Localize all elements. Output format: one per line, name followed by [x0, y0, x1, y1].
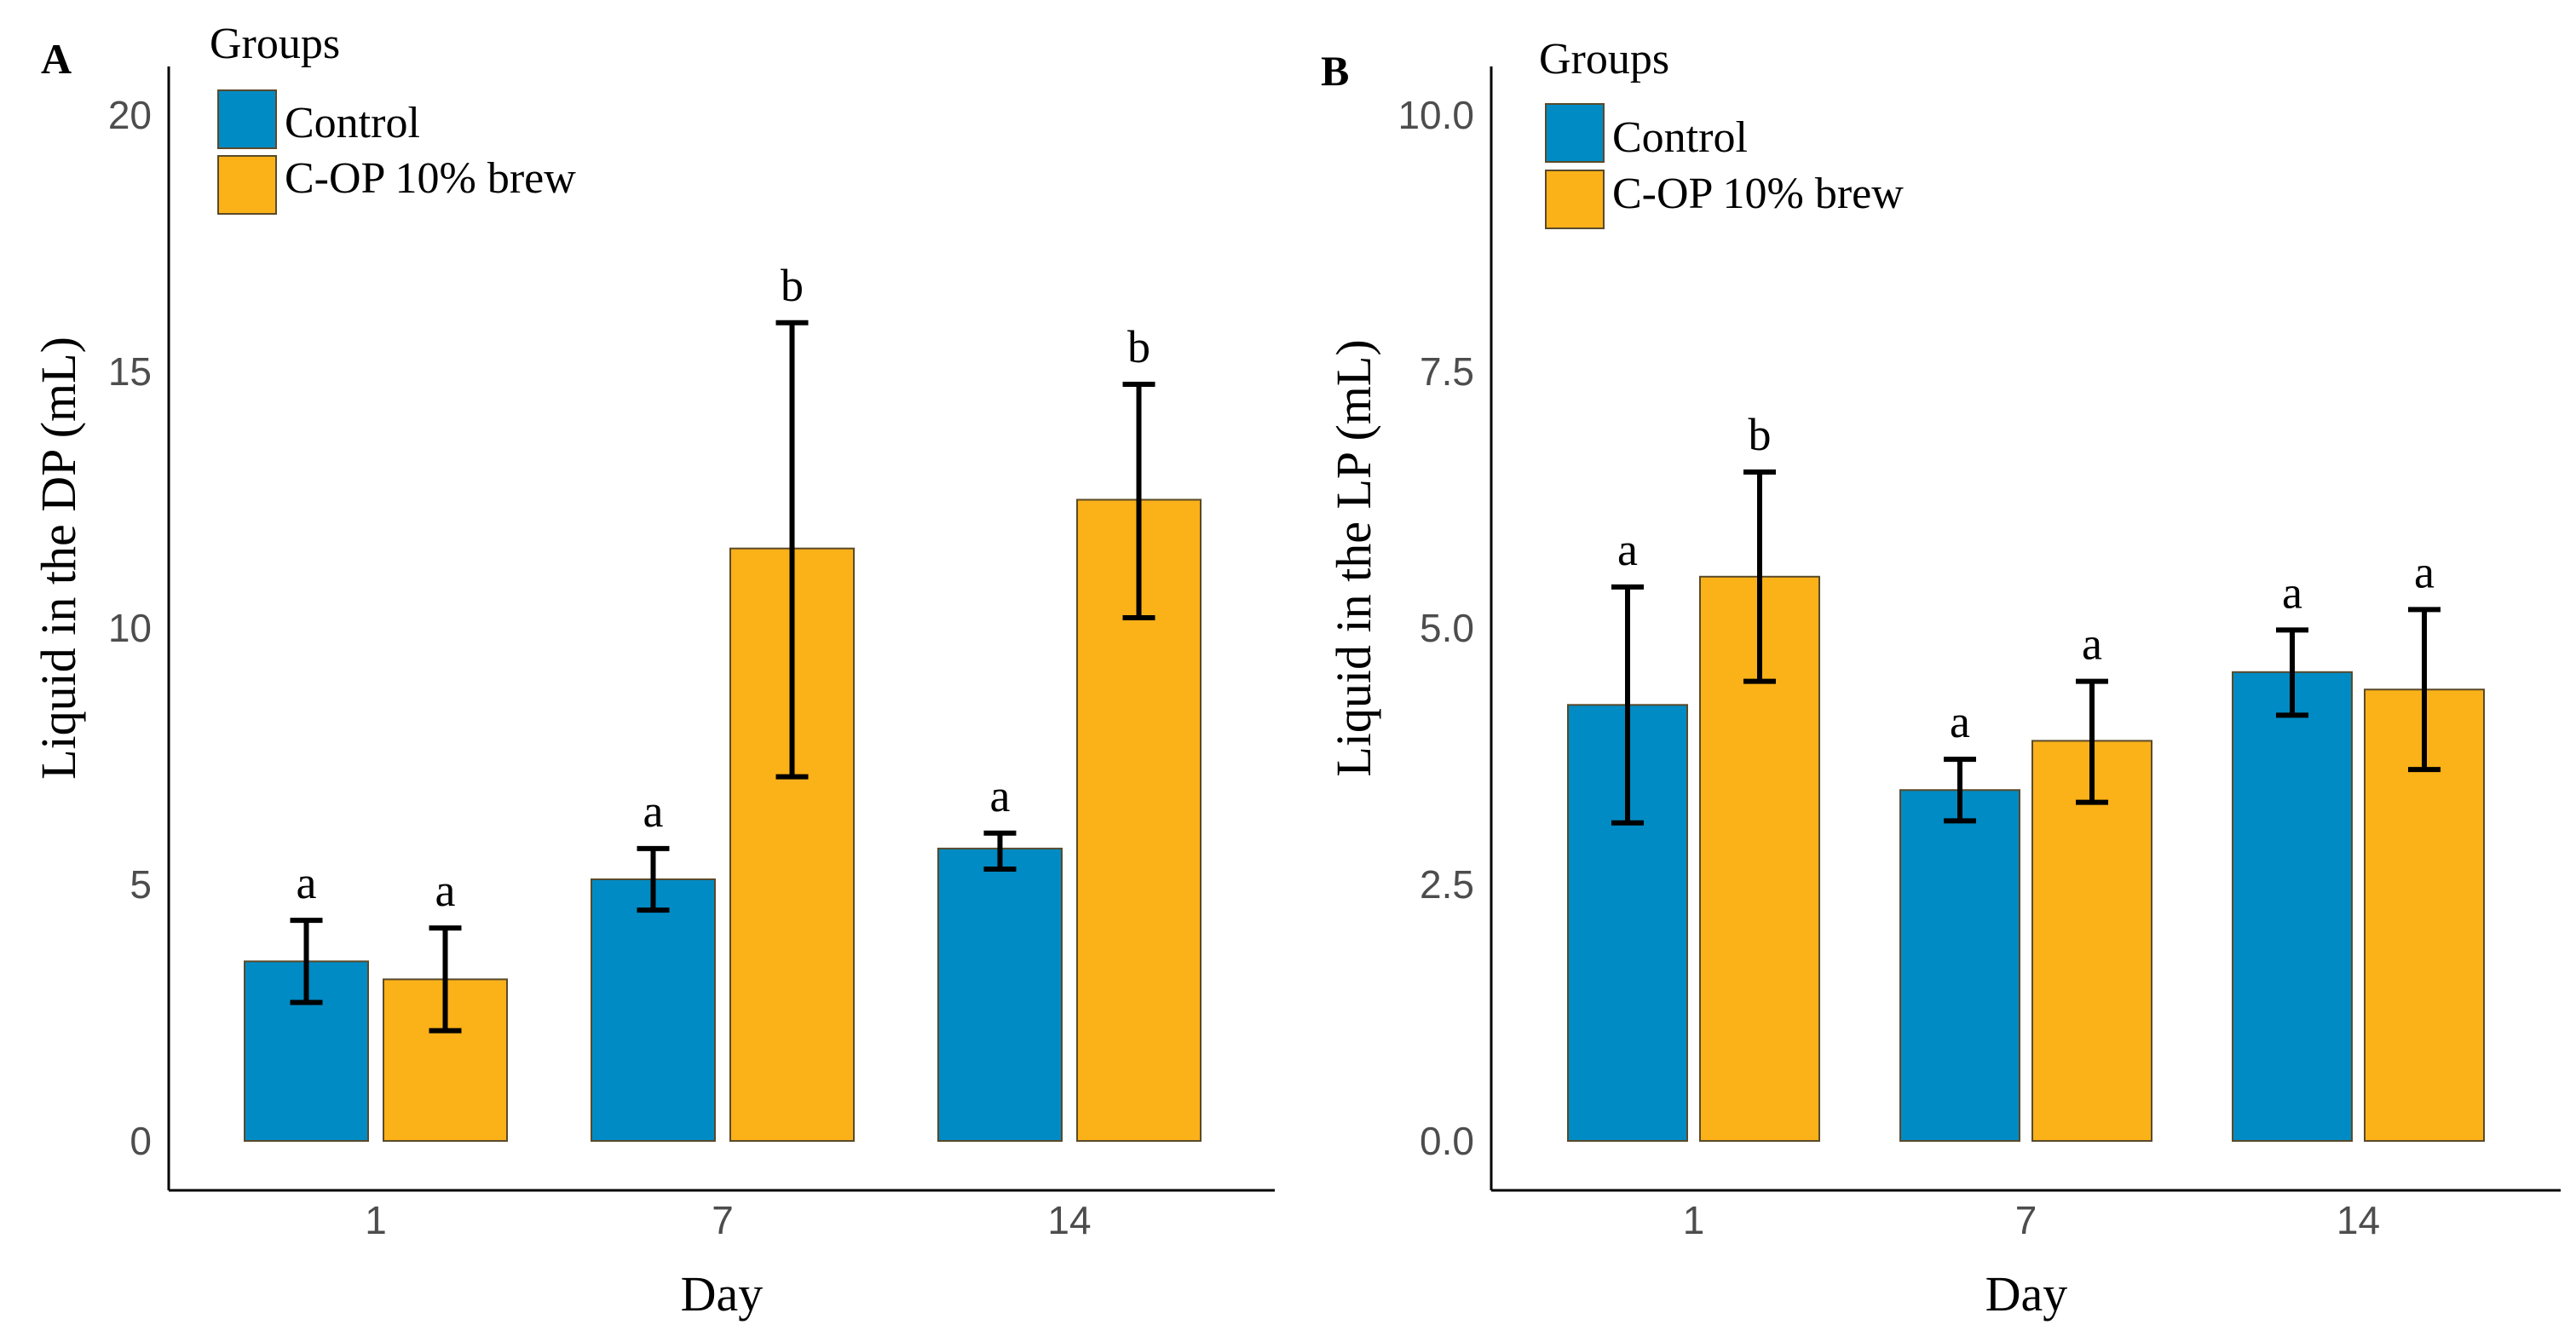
panel-b: B Groups Control C-OP 10% brew Liquid in…: [1321, 35, 2561, 1322]
legend: Groups Control C-OP 10% brew: [1539, 35, 1904, 229]
y-tick-label: 5: [130, 862, 152, 907]
error-bar: [775, 320, 809, 780]
significance-letter: a: [2082, 619, 2102, 670]
y-axis-title: Liquid in the DP (mL): [31, 337, 86, 780]
x-tick-label: 14: [1047, 1198, 1091, 1242]
error-bar: [2408, 607, 2441, 773]
significance-letter: b: [781, 260, 804, 311]
legend-label-control: Control: [1612, 113, 1748, 162]
bar-control-day-7: [1899, 789, 2020, 1142]
significance-letter: b: [1127, 321, 1150, 372]
significance-letter: a: [2414, 546, 2435, 597]
bar-treatment-day-7: [2031, 740, 2152, 1142]
y-tick-label: 0.0: [1420, 1119, 1474, 1163]
significance-letter: a: [297, 857, 317, 908]
error-bar: [1611, 584, 1644, 826]
bar-control-day-14: [937, 847, 1063, 1142]
legend-title: Groups: [210, 20, 340, 68]
significance-letter: a: [643, 786, 664, 837]
significance-letter: b: [1749, 409, 1772, 460]
significance-letter: a: [435, 865, 456, 916]
x-axis-title: Day: [1985, 1266, 2068, 1322]
error-bar: [1944, 757, 1976, 824]
x-tick-label: 1: [1683, 1198, 1705, 1242]
x-tick-label: 7: [712, 1198, 734, 1242]
error-bar: [1122, 382, 1155, 620]
x-tick-label: 14: [2337, 1198, 2380, 1242]
y-tick-label: 7.5: [1420, 349, 1474, 394]
x-tick-label: 1: [365, 1198, 387, 1242]
legend-swatch-control: [217, 89, 277, 149]
bar-control-day-14: [2232, 671, 2353, 1142]
y-axis-title: Liquid in the LP (mL): [1326, 339, 1381, 776]
legend-swatch-control: [1545, 103, 1605, 163]
error-bar: [637, 845, 670, 913]
legend-swatch-treatment: [1545, 170, 1605, 229]
x-axis-title: Day: [681, 1266, 764, 1322]
y-tick-label: 0: [130, 1119, 152, 1163]
legend: Groups Control C-OP 10% brew: [210, 20, 576, 215]
y-tick-label: 2.5: [1420, 862, 1474, 907]
significance-letter: a: [2282, 567, 2302, 618]
legend-swatch-treatment: [217, 155, 277, 215]
panel-a: A Groups Control C-OP 10% brew Liquid in…: [31, 20, 1275, 1322]
error-bar: [429, 925, 462, 1034]
y-tick-label: 15: [108, 349, 152, 394]
legend-title: Groups: [1539, 35, 1669, 84]
error-bar: [290, 918, 323, 1005]
significance-letter: a: [990, 770, 1011, 821]
y-tick-label: 10: [108, 606, 152, 650]
legend-label-control: Control: [285, 99, 420, 147]
y-tick-label: 10.0: [1397, 93, 1474, 137]
y-tick-label: 20: [108, 93, 152, 137]
error-bar: [983, 830, 1017, 872]
bar-control-day-7: [591, 878, 716, 1142]
legend-label-treatment: C-OP 10% brew: [1612, 170, 1904, 218]
significance-letter: a: [1950, 696, 1970, 747]
legend-label-treatment: C-OP 10% brew: [285, 154, 576, 203]
panel-label: A: [41, 35, 72, 83]
panel-label: B: [1321, 47, 1349, 95]
error-bar: [2276, 627, 2308, 718]
error-bar: [2076, 678, 2108, 805]
x-tick-label: 7: [2015, 1198, 2037, 1242]
y-tick-label: 5.0: [1420, 606, 1474, 650]
significance-letter: a: [1617, 524, 1638, 575]
error-bar: [1743, 469, 1776, 684]
